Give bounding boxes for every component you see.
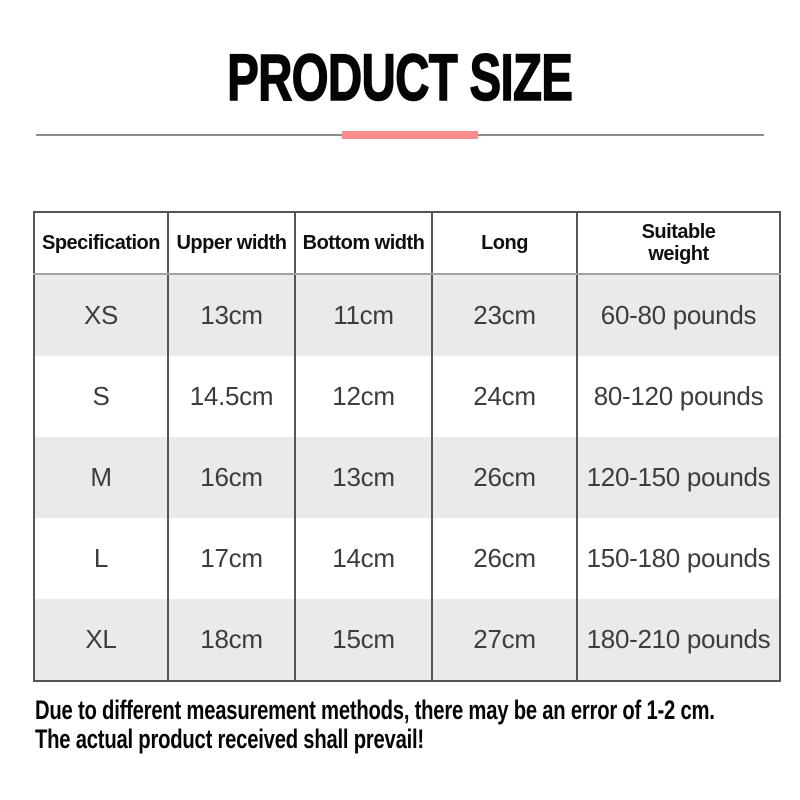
size-label-cell: XS <box>33 274 169 356</box>
row-xl: XL 18cm 15cm 27cm 180-210 pounds <box>33 599 781 681</box>
size-label-cell: M <box>33 437 169 518</box>
bottom-width-cell: 14cm <box>294 518 433 599</box>
divider-accent-bar <box>342 131 478 139</box>
table-header: Specification Upper width Bottom width L… <box>33 212 781 275</box>
table-body: XS 13cm 11cm 23cm 60-80 pounds S 14.5cm … <box>33 274 781 681</box>
upper-width-cell: 16cm <box>167 437 296 518</box>
page-title: PRODUCT SIZE <box>227 40 574 114</box>
header-specification-label: Specification <box>42 231 160 254</box>
title-container: PRODUCT SIZE <box>0 40 800 114</box>
header-specification: Specification <box>33 212 169 275</box>
header-suitable-weight: Suitable weight <box>576 212 781 275</box>
long-cell: 26cm <box>431 437 578 518</box>
measurement-disclaimer: Due to different measurement methods, th… <box>35 695 715 754</box>
header-upper-width-label: Upper width <box>176 231 287 254</box>
suitable-weight-cell: 60-80 pounds <box>576 274 781 356</box>
bottom-width-cell: 11cm <box>294 274 433 356</box>
size-chart-table: Specification Upper width Bottom width L… <box>33 211 781 682</box>
long-cell: 23cm <box>431 274 578 356</box>
header-row: Specification Upper width Bottom width L… <box>33 212 781 275</box>
size-label-cell: XL <box>33 599 169 681</box>
long-cell: 27cm <box>431 599 578 681</box>
bottom-width-cell: 13cm <box>294 437 433 518</box>
upper-width-cell: 17cm <box>167 518 296 599</box>
row-s: S 14.5cm 12cm 24cm 80-120 pounds <box>33 356 781 437</box>
bottom-width-cell: 15cm <box>294 599 433 681</box>
long-cell: 26cm <box>431 518 578 599</box>
header-long: Long <box>431 212 578 275</box>
size-label-cell: L <box>33 518 169 599</box>
header-suitable-weight-label: Suitable weight <box>641 220 716 265</box>
suitable-weight-cell: 150-180 pounds <box>576 518 781 599</box>
title-divider-line <box>36 131 764 139</box>
row-xs: XS 13cm 11cm 23cm 60-80 pounds <box>33 274 781 356</box>
bottom-width-cell: 12cm <box>294 356 433 437</box>
header-bottom-width: Bottom width <box>294 212 433 275</box>
suitable-weight-cell: 180-210 pounds <box>576 599 781 681</box>
long-cell: 24cm <box>431 356 578 437</box>
row-m: M 16cm 13cm 26cm 120-150 pounds <box>33 437 781 518</box>
suitable-weight-cell: 120-150 pounds <box>576 437 781 518</box>
suitable-weight-cell: 80-120 pounds <box>576 356 781 437</box>
header-upper-width: Upper width <box>167 212 296 275</box>
size-label-cell: S <box>33 356 169 437</box>
header-bottom-width-label: Bottom width <box>302 231 425 254</box>
upper-width-cell: 18cm <box>167 599 296 681</box>
upper-width-cell: 13cm <box>167 274 296 356</box>
row-l: L 17cm 14cm 26cm 150-180 pounds <box>33 518 781 599</box>
header-long-label: Long <box>481 231 528 254</box>
upper-width-cell: 14.5cm <box>167 356 296 437</box>
